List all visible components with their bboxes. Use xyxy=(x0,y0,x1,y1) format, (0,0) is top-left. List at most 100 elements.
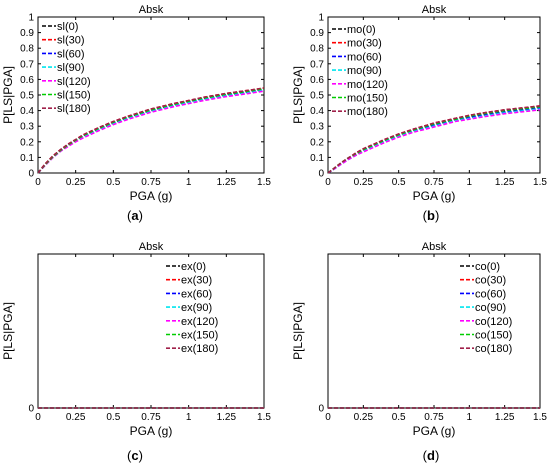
x-tick-label: 0.5 xyxy=(106,177,120,188)
y-tick-label: 0.8 xyxy=(20,44,34,55)
x-tick-label: 1 xyxy=(186,177,192,188)
plot-area xyxy=(37,253,265,409)
chart-title: Absk xyxy=(422,4,447,16)
plot-area xyxy=(327,253,541,409)
x-tick-label: 1.25 xyxy=(217,177,237,188)
legend-entry: co(0) xyxy=(475,261,500,273)
legend-entry: ex(90) xyxy=(181,302,212,314)
x-tick-label: 1 xyxy=(467,177,473,188)
y-tick-label: 0.6 xyxy=(20,75,34,86)
legend-entry: ex(60) xyxy=(181,288,212,300)
legend-entry: co(60) xyxy=(475,288,506,300)
legend-entry: co(30) xyxy=(475,275,506,287)
x-tick-label: 0 xyxy=(35,412,41,423)
legend: mo(0) mo(30)mo(60) mo(90) mo(120) mo(150)mo(… xyxy=(332,24,388,118)
series-line-mo(120) xyxy=(328,109,540,174)
y-tick-label: 0.2 xyxy=(310,137,324,148)
legend-entry: sl(90) xyxy=(57,62,85,74)
legend-entry: sl(60) xyxy=(57,48,85,60)
x-tick-label: 0 xyxy=(325,412,331,423)
x-tick-label: 0.5 xyxy=(106,412,120,423)
x-tick-label: 1 xyxy=(186,412,192,423)
legend-entry: co(120) xyxy=(475,316,512,328)
x-axis-label: PGA (g) xyxy=(413,189,456,203)
legend-entry: mo(150) xyxy=(347,93,388,105)
legend: sl(0) sl(30)sl(60) sl(90) sl(120) sl(150)sl(… xyxy=(42,21,91,115)
chart-panel-2: Absk 0 0.25 0.5 0.75 1 1.25 1.5 0 0.1 0.2 0.3 0.4 0.5… xyxy=(291,4,547,223)
y-tick-label: 1 xyxy=(318,13,324,24)
subfigure-caption: (a) xyxy=(127,208,143,223)
x-tick-label: 0.5 xyxy=(392,412,406,423)
x-tick-label: 1 xyxy=(467,412,473,423)
x-tick-label: 0.75 xyxy=(424,177,444,188)
subfigure-caption: (b) xyxy=(423,208,440,223)
x-axis-label: PGA (g) xyxy=(130,189,173,203)
legend-entry: ex(30) xyxy=(181,275,212,287)
subfigure-caption: (c) xyxy=(127,448,143,463)
chart-panel-3: Absk 0 0.25 0.5 0.75 1 1.25 1.5 0 PGA (g) P[LS|PGA… xyxy=(1,241,271,463)
x-tick-label: 0.25 xyxy=(66,412,86,423)
x-tick-label: 1.25 xyxy=(217,412,237,423)
chart-panel-4: Absk 0 0.25 0.5 0.75 1 1.25 1.5 0 PGA (g) P[LS|PGA… xyxy=(291,241,547,463)
y-tick-label: 0.1 xyxy=(310,153,324,164)
x-tick-label: 0 xyxy=(325,177,331,188)
y-tick-label: 0.5 xyxy=(20,91,34,102)
legend-entry: mo(180) xyxy=(347,106,388,118)
y-tick-label: 0.9 xyxy=(310,28,324,39)
legend-entry: co(180) xyxy=(475,343,512,355)
y-axis-label: P[LS|PGA] xyxy=(291,66,305,124)
y-tick-label: 0.4 xyxy=(310,106,324,117)
y-tick-label: 0.5 xyxy=(310,91,324,102)
legend-entry: co(90) xyxy=(475,302,506,314)
x-tick-label: 0.75 xyxy=(141,177,161,188)
legend-entry: ex(120) xyxy=(181,316,218,328)
legend-entry: ex(150) xyxy=(181,330,218,342)
legend-entry: co(150) xyxy=(475,330,512,342)
chart-title: Absk xyxy=(422,241,447,253)
y-tick-label: 1 xyxy=(28,13,34,24)
legend: co(0) co(30)co(60) co(90) co(120) co(150)co(… xyxy=(460,261,512,355)
legend-entry: mo(0) xyxy=(347,24,376,36)
plot-area xyxy=(327,16,541,174)
y-axis-label: P[LS|PGA] xyxy=(1,66,15,124)
x-tick-label: 1.5 xyxy=(533,177,547,188)
legend: ex(0) ex(30)ex(60) ex(90) ex(120) ex(150)ex(… xyxy=(166,261,218,355)
x-tick-label: 1.5 xyxy=(257,177,271,188)
x-axis-label: PGA (g) xyxy=(413,424,456,438)
x-tick-label: 1.25 xyxy=(495,177,515,188)
series-line-mo(180) xyxy=(328,105,540,174)
legend-entry: mo(30) xyxy=(347,38,382,50)
legend-entry: mo(60) xyxy=(347,51,382,63)
y-tick-label: 0 xyxy=(318,404,324,415)
chart-panel-1: Absk 0 0.25 0.5 0.75 1 1.25 1.5 0 0.1 0.2 0.3 0.4 0.5… xyxy=(1,4,271,223)
x-tick-label: 0.25 xyxy=(354,412,374,423)
x-tick-label: 0.5 xyxy=(392,177,406,188)
chart-title: Absk xyxy=(139,241,164,253)
legend-entry: sl(0) xyxy=(57,21,78,33)
y-tick-label: 0.6 xyxy=(310,75,324,86)
x-tick-label: 0 xyxy=(35,177,41,188)
y-tick-label: 0 xyxy=(28,404,34,415)
legend-entry: mo(120) xyxy=(347,79,388,91)
y-tick-label: 0.9 xyxy=(20,28,34,39)
y-tick-label: 0.3 xyxy=(20,122,34,133)
legend-entry: sl(180) xyxy=(57,103,91,115)
legend-entry: sl(120) xyxy=(57,76,91,88)
x-tick-label: 0.75 xyxy=(424,412,444,423)
chart-title: Absk xyxy=(139,4,164,16)
y-tick-label: 0.7 xyxy=(20,59,34,70)
x-tick-label: 1.5 xyxy=(533,412,547,423)
y-axis-label: P[LS|PGA] xyxy=(291,302,305,360)
legend-entry: sl(30) xyxy=(57,35,85,47)
y-tick-label: 0.3 xyxy=(310,122,324,133)
y-tick-label: 0.8 xyxy=(310,44,324,55)
legend-entry: ex(0) xyxy=(181,261,206,273)
legend-entry: mo(90) xyxy=(347,65,382,77)
subfigure-caption: (d) xyxy=(423,448,440,463)
x-tick-label: 1.5 xyxy=(257,412,271,423)
x-tick-label: 0.25 xyxy=(66,177,86,188)
y-tick-label: 0.4 xyxy=(20,106,34,117)
y-tick-label: 0 xyxy=(28,169,34,180)
y-tick-label: 0.1 xyxy=(20,153,34,164)
